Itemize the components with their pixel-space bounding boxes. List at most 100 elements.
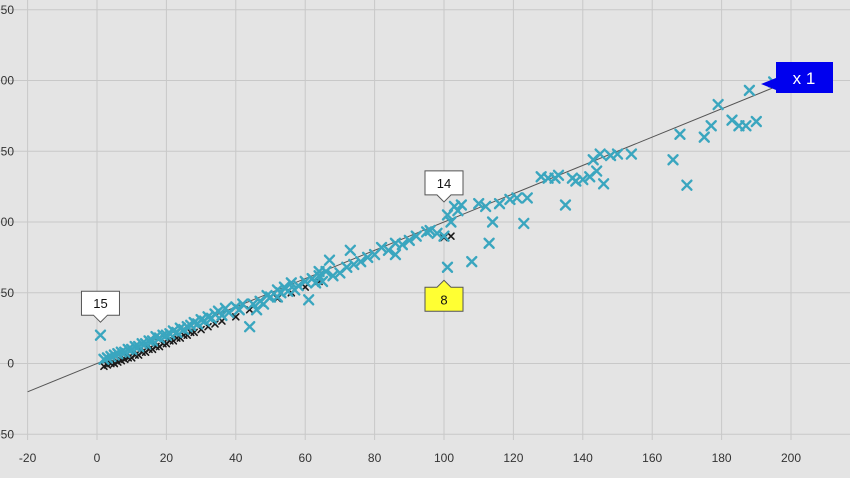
data-point bbox=[625, 148, 638, 160]
data-point bbox=[247, 298, 259, 310]
y-tick-label: 50 bbox=[1, 3, 15, 17]
data-point bbox=[466, 255, 478, 268]
callout-label: 14 bbox=[437, 176, 451, 191]
x-tick-label: 100 bbox=[434, 451, 454, 465]
x-tick-label: 20 bbox=[160, 451, 174, 465]
data-point bbox=[479, 200, 492, 213]
y-tick-label: -50 bbox=[0, 427, 14, 441]
data-point bbox=[316, 275, 329, 288]
callout-14: 14 bbox=[424, 170, 464, 203]
data-point bbox=[493, 197, 506, 210]
data-point bbox=[136, 337, 148, 350]
data-point bbox=[705, 120, 717, 132]
data-point bbox=[559, 199, 572, 211]
x-tick-label: 120 bbox=[503, 451, 523, 465]
data-point bbox=[486, 216, 499, 228]
data-point bbox=[597, 178, 610, 190]
data-point bbox=[375, 241, 388, 254]
legend: x 1 bbox=[761, 62, 833, 93]
data-point bbox=[424, 224, 436, 237]
data-point bbox=[750, 115, 762, 128]
data-point bbox=[129, 340, 141, 353]
data-point bbox=[698, 131, 710, 143]
legend-label: x 1 bbox=[793, 69, 816, 88]
x-tick-label: 0 bbox=[94, 451, 101, 465]
x-tick-label: 60 bbox=[299, 451, 313, 465]
x-tick-label: 200 bbox=[781, 451, 801, 465]
data-point bbox=[441, 261, 454, 273]
data-point bbox=[313, 265, 325, 278]
data-point bbox=[511, 192, 523, 204]
data-point bbox=[396, 238, 409, 251]
data-point bbox=[289, 284, 301, 296]
data-point bbox=[302, 294, 315, 306]
data-point bbox=[521, 192, 533, 204]
y-tick-label: 50 bbox=[1, 144, 15, 158]
data-point bbox=[327, 270, 339, 282]
callout-box bbox=[424, 279, 464, 312]
x-axis-ticks: -200204060801001201401601802002 bbox=[19, 451, 801, 465]
x-tick-label: 180 bbox=[712, 451, 732, 465]
x-tick-label: 40 bbox=[229, 451, 243, 465]
callout-15: 15 bbox=[80, 290, 120, 323]
legend-pointer bbox=[761, 78, 776, 90]
x-tick-label: 140 bbox=[573, 451, 593, 465]
callout-box bbox=[424, 170, 464, 203]
data-point bbox=[681, 179, 693, 191]
data-point bbox=[122, 343, 134, 356]
legend-box bbox=[776, 62, 833, 93]
data-point bbox=[518, 217, 530, 230]
data-point bbox=[473, 197, 485, 210]
data-point bbox=[674, 128, 686, 140]
data-point bbox=[115, 346, 127, 358]
annotations: 15 14 8 bbox=[80, 170, 464, 323]
data-point bbox=[577, 173, 589, 186]
data-point bbox=[445, 216, 457, 228]
callout-label: 15 bbox=[93, 296, 107, 311]
data-point bbox=[243, 321, 256, 333]
y-axis-ticks: -50 0 50 00 50 00 50 bbox=[0, 3, 14, 442]
data-point bbox=[361, 251, 374, 264]
data-point bbox=[452, 204, 464, 217]
data-point bbox=[143, 335, 155, 347]
data-point bbox=[94, 329, 107, 341]
data-point bbox=[740, 120, 752, 132]
data-point bbox=[348, 258, 360, 271]
data-point bbox=[355, 255, 367, 268]
data-point bbox=[403, 234, 415, 247]
data-point bbox=[323, 254, 336, 266]
data-point bbox=[667, 154, 679, 166]
data-point bbox=[431, 227, 443, 240]
y-tick-label: 00 bbox=[1, 74, 15, 88]
data-point bbox=[455, 199, 468, 211]
data-point bbox=[712, 98, 724, 111]
data-point bbox=[233, 304, 245, 316]
data-point bbox=[216, 309, 228, 322]
y-tick-label: 00 bbox=[1, 215, 15, 229]
data-point bbox=[285, 277, 298, 289]
data-point bbox=[237, 298, 249, 310]
x-tick-label: -20 bbox=[19, 451, 37, 465]
data-point bbox=[410, 230, 422, 242]
data-point bbox=[389, 248, 402, 261]
data-point bbox=[594, 148, 606, 160]
data-point bbox=[549, 172, 561, 184]
data-point bbox=[438, 230, 450, 242]
x-tick-label: 80 bbox=[368, 451, 382, 465]
data-point bbox=[313, 270, 325, 282]
callout-label: 8 bbox=[440, 292, 447, 307]
callout-8: 8 bbox=[424, 279, 464, 312]
data-point bbox=[341, 261, 353, 273]
data-point bbox=[590, 165, 603, 177]
data-point bbox=[483, 237, 495, 249]
data-point bbox=[611, 148, 624, 160]
y-tick-label: 50 bbox=[1, 286, 15, 300]
data-point bbox=[299, 275, 311, 288]
data-point bbox=[344, 244, 357, 256]
data-point bbox=[271, 291, 284, 303]
data-point bbox=[743, 84, 756, 97]
data-points bbox=[94, 74, 794, 371]
x-tick-label: 160 bbox=[642, 451, 662, 465]
